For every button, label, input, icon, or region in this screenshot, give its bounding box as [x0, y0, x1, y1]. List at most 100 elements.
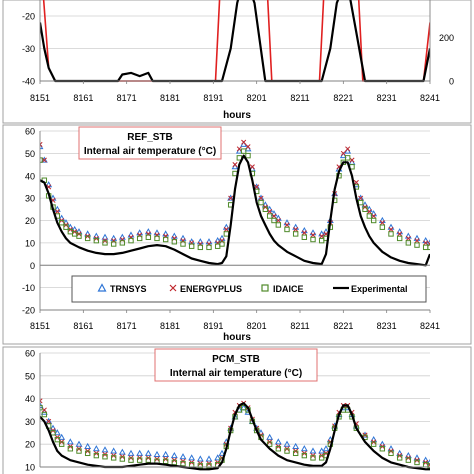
chart-subtitle: Internal air temperature (°C) — [170, 368, 302, 379]
data-point — [249, 164, 255, 170]
data-point — [370, 441, 377, 447]
data-point — [75, 440, 83, 447]
x-tick-label: 8221 — [333, 321, 353, 331]
data-point — [292, 442, 300, 449]
data-point — [322, 445, 330, 452]
data-point — [258, 199, 264, 206]
data-point — [54, 436, 61, 443]
y-tick-label: 60 — [25, 349, 35, 359]
axes-layer — [39, 131, 431, 313]
data-point — [240, 148, 247, 154]
tick-labels: 60 50 40 30 20 10 0 -10 -20 8151 8161 8171 8181 8191 8… — [22, 127, 440, 332]
data-point — [40, 141, 43, 147]
y-tick-label: 30 — [25, 417, 35, 427]
data-point — [76, 233, 82, 239]
data-point — [266, 433, 274, 440]
data-point — [293, 226, 299, 233]
series-idaice — [40, 148, 430, 251]
data-point — [340, 150, 346, 156]
y-tick-label: -10 — [22, 283, 35, 293]
data-point — [92, 445, 100, 452]
data-point — [102, 454, 108, 460]
y-tick-label: 40 — [25, 171, 35, 181]
data-point — [180, 241, 186, 247]
data-point — [353, 179, 359, 186]
axes-layer — [39, 353, 430, 468]
legend: TRNSYS ENERGYPLUS IDAICE Experimental — [71, 275, 427, 303]
data-point — [180, 460, 186, 467]
data-point — [162, 458, 169, 465]
x-tick-label: 8161 — [73, 321, 93, 331]
data-point — [284, 448, 290, 454]
data-point — [218, 449, 226, 456]
data-point — [228, 195, 234, 201]
data-point — [426, 458, 430, 465]
data-point — [271, 217, 277, 224]
data-point — [301, 452, 308, 459]
data-point — [379, 446, 386, 452]
triangle-marker-icon — [97, 283, 107, 292]
data-point — [300, 445, 308, 452]
y-tick-label: 30 — [25, 194, 35, 204]
data-point — [144, 449, 152, 456]
data-point — [310, 232, 316, 238]
x-tick-label: 8201 — [247, 93, 267, 103]
y-tick-label: -30 — [22, 44, 35, 54]
data-point — [414, 242, 420, 248]
data-point — [66, 438, 74, 445]
y-tick-label: -20 — [22, 12, 35, 22]
x-tick-label: 8181 — [160, 321, 180, 331]
chart-subtitle: Internal air temperature (°C) — [84, 146, 216, 157]
data-point — [53, 429, 61, 436]
data-point — [153, 450, 161, 457]
data-point — [275, 446, 282, 452]
data-point — [366, 213, 373, 219]
data-point — [344, 155, 351, 161]
x-tick-label: 8211 — [290, 321, 309, 331]
data-point — [358, 195, 364, 201]
data-point — [245, 152, 251, 159]
y-tick-label: 0 — [30, 261, 35, 271]
x-axis-label: hours — [223, 110, 251, 121]
data-point — [271, 213, 277, 219]
data-point — [310, 455, 316, 461]
data-point — [254, 184, 260, 190]
chart-panel-ref-stb: 60 50 40 30 20 10 0 -10 -20 8151 8161 8171 8181 8191 8… — [2, 124, 472, 345]
data-point — [67, 446, 74, 452]
x-tick-label: 8171 — [117, 93, 137, 103]
data-point — [405, 240, 412, 246]
x-tick-label: 8231 — [377, 93, 397, 103]
data-point — [349, 157, 355, 163]
data-point — [301, 230, 307, 236]
data-point — [162, 450, 170, 457]
legend-label: Experimental — [351, 284, 408, 294]
data-point — [219, 241, 225, 247]
data-point — [414, 459, 420, 466]
data-point — [40, 156, 48, 163]
axes-layer — [39, 0, 431, 84]
chart-title-box: REF_STB Internal air temperature (°C) — [78, 126, 222, 160]
data-point — [197, 244, 204, 251]
data-point — [128, 237, 134, 244]
x-tick-label: 8241 — [420, 321, 440, 331]
data-point — [76, 448, 82, 454]
data-point — [275, 217, 281, 224]
x-tick-label: 8231 — [377, 321, 397, 331]
x-tick-label: 8181 — [160, 93, 180, 103]
legend-label: ENERGYPLUS — [180, 284, 242, 294]
y-tick-label: 10 — [25, 238, 35, 248]
data-point — [232, 162, 238, 168]
data-point — [274, 438, 282, 445]
data-point — [188, 454, 196, 461]
data-point — [423, 240, 429, 246]
data-point — [379, 220, 385, 226]
x-tick-label: 8151 — [30, 93, 50, 103]
chart-panel-top: -20 -30 -40 200 0 8151 8161 8171 8181 8191 8201 821… — [2, 0, 472, 124]
x-tick-label: 8241 — [420, 93, 440, 103]
data-point — [145, 457, 152, 463]
data-point — [170, 451, 178, 459]
y-tick-label: 50 — [25, 149, 35, 159]
data-point — [58, 433, 66, 440]
data-point — [136, 449, 144, 456]
